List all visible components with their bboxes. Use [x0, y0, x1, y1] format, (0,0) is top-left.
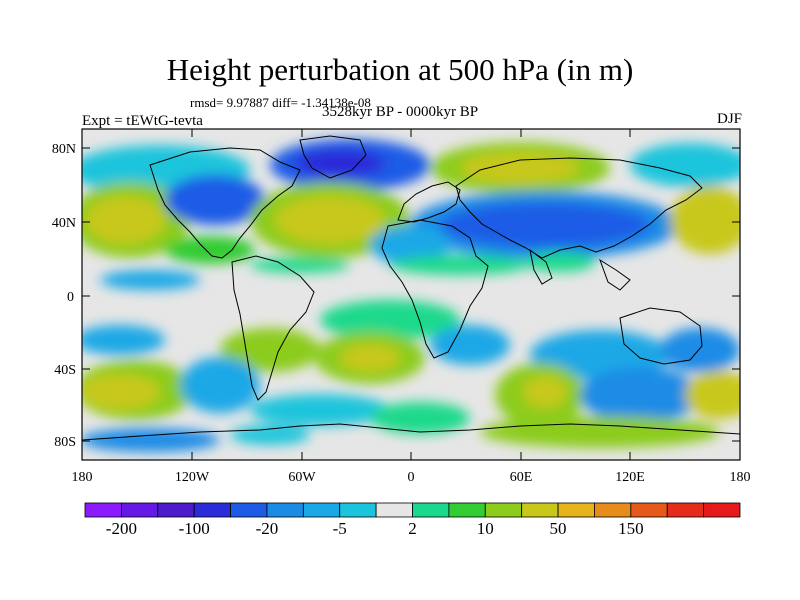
lon-label-180e: 180 [730, 470, 751, 485]
colorbar-box [193, 502, 231, 518]
colorbar-label: -100 [179, 519, 210, 538]
lon-label-120w: 120W [175, 470, 210, 485]
season-label: DJF [716, 111, 742, 127]
colorbar-box [157, 502, 195, 518]
colorbar-boxes [84, 502, 741, 518]
coastlines [82, 135, 740, 441]
latitude-axis [82, 147, 740, 442]
stats-text: rmsd= 9.97887 diff= -1.34138e-08 [190, 95, 371, 110]
colorbar-label: 10 [477, 519, 494, 538]
colorbar-label: -200 [106, 519, 137, 538]
colorbar-label: -5 [333, 519, 347, 538]
colorbar-box [412, 502, 450, 518]
experiment-label: Expt = tEWtG-tevta [82, 113, 203, 129]
lat-label-40n: 40N [52, 216, 76, 231]
lon-label-0: 0 [408, 470, 415, 485]
colorbar-box [521, 502, 559, 518]
colorbar-box [594, 502, 632, 518]
colorbar-box [448, 502, 486, 518]
colorbar-labels: -200 -100 -20 -5 2 10 50 150 [106, 519, 644, 538]
lon-label-120e: 120E [615, 470, 645, 485]
colorbar-box [375, 502, 413, 518]
colorbar-label: 50 [550, 519, 567, 538]
contour-field [82, 129, 740, 460]
colorbar-box [557, 502, 595, 518]
colorbar-box [84, 502, 122, 518]
colorbar-label: -20 [256, 519, 279, 538]
lat-label-80s: 80S [54, 435, 76, 450]
map-title: Height perturbation at 500 hPa (in m) [166, 52, 634, 87]
lon-label-60e: 60E [510, 470, 533, 485]
colorbar-box [120, 502, 159, 518]
colorbar-box [339, 502, 377, 518]
colorbar-box [266, 502, 304, 518]
colorbar-box [230, 502, 268, 518]
lat-label-0: 0 [67, 290, 74, 305]
colorbar-label: 150 [618, 519, 644, 538]
colorbar-box [484, 502, 523, 518]
colorbar-label: 2 [408, 519, 417, 538]
lon-label-60w: 60W [288, 470, 316, 485]
colorbar-box [703, 502, 741, 518]
colorbar-box [302, 502, 341, 518]
colorbar-box [666, 502, 705, 518]
colorbar-box [630, 502, 668, 518]
lon-label-180w: 180 [72, 470, 93, 485]
period-text: 3528kyr BP - 0000kyr BP [322, 104, 479, 120]
lat-label-80n: 80N [52, 142, 76, 157]
lat-label-40s: 40S [54, 363, 76, 378]
longitude-axis [81, 129, 741, 460]
